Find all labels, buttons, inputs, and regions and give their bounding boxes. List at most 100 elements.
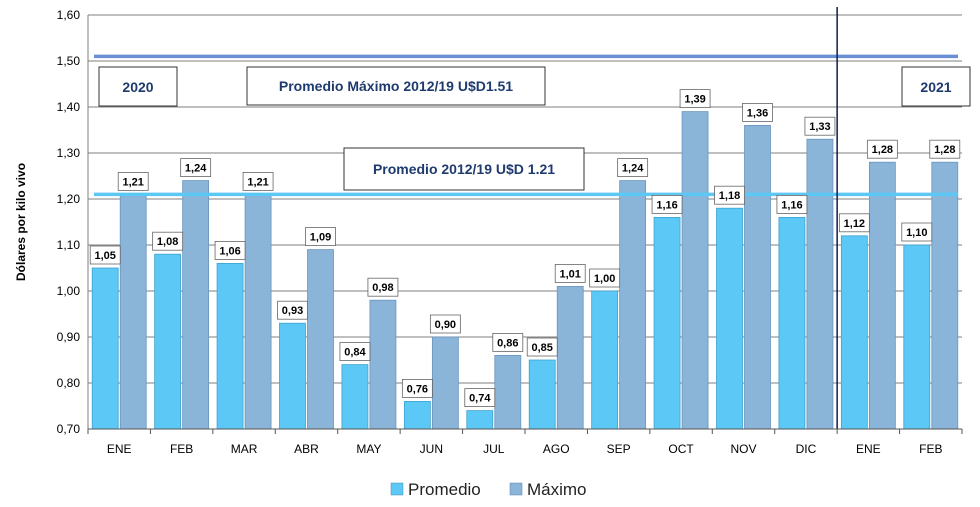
bar-maximo <box>431 336 459 430</box>
legend-label-promedio: Promedio <box>408 480 481 499</box>
bar-promedio <box>903 244 931 430</box>
data-label-box <box>776 194 808 214</box>
bar-maximo <box>556 285 584 430</box>
year-2021-annotation: 2021 <box>901 66 971 107</box>
x-tick-label: ENE <box>107 442 132 456</box>
data-label: 1,24 <box>185 163 207 175</box>
x-tick-label: DIC <box>796 442 817 456</box>
year-2021-label: 2021 <box>920 79 951 95</box>
data-label: 0,86 <box>497 337 518 349</box>
data-label: 1,18 <box>719 190 740 202</box>
data-label: 0,84 <box>344 347 366 359</box>
x-tick-label: OCT <box>668 442 694 456</box>
y-tick-label: 1,40 <box>57 100 81 114</box>
bar-maximo <box>182 180 210 430</box>
data-label-box <box>589 268 621 288</box>
bar-maximo <box>681 111 709 430</box>
max-average-label: Promedio Máximo 2012/19 U$D1.51 <box>279 78 513 94</box>
y-tick-label: 1,50 <box>57 54 81 68</box>
bar-promedio <box>840 235 868 430</box>
bar-maximo <box>244 193 272 430</box>
y-tick-label: 1,20 <box>57 192 81 206</box>
data-label: 1,05 <box>95 250 116 262</box>
bar-maximo <box>744 125 771 430</box>
data-label: 1,08 <box>157 236 178 248</box>
bar-maximo <box>931 161 959 430</box>
data-label: 1,21 <box>247 176 268 188</box>
average-label: Promedio 2012/19 U$D 1.21 <box>373 161 555 177</box>
y-tick-label: 0,80 <box>57 376 81 390</box>
data-label: 0,76 <box>407 383 428 395</box>
data-label-box <box>180 158 212 178</box>
bar-maximo <box>868 161 896 430</box>
data-label-box <box>401 378 433 398</box>
data-label-box <box>617 158 649 178</box>
bar-promedio <box>279 322 306 430</box>
data-label: 1,16 <box>656 199 677 211</box>
data-label-box <box>339 342 371 362</box>
bar-promedio <box>716 207 743 430</box>
y-tick-label: 0,90 <box>57 330 81 344</box>
data-label: 0,90 <box>435 319 456 331</box>
data-label-box <box>526 337 558 357</box>
axes: 0,70 0,80 0,90 1,00 1,10 1,20 1,30 1,40 1,50 1,60… <box>57 8 963 456</box>
data-label-box <box>152 231 184 251</box>
data-label-box <box>866 139 898 159</box>
year-2020-label: 2020 <box>122 79 153 95</box>
bar-maximo <box>369 299 397 430</box>
data-label: 1,39 <box>684 94 705 106</box>
bar-promedio <box>403 400 431 430</box>
data-label: 1,28 <box>872 144 893 156</box>
y-tick-label: 1,60 <box>57 8 81 22</box>
bar-maximo <box>119 193 147 430</box>
max-average-annotation: Promedio Máximo 2012/19 U$D1.51 <box>246 66 546 106</box>
bar-maximo <box>806 138 834 430</box>
bar-promedio <box>591 290 619 430</box>
legend-swatch-promedio <box>390 482 404 496</box>
bar-promedio <box>154 253 182 430</box>
data-label: 1,21 <box>123 176 144 188</box>
data-label: 1,12 <box>844 218 865 230</box>
bar-promedio <box>528 359 556 430</box>
legend: Promedio Máximo <box>390 480 587 499</box>
bar-promedio <box>653 216 681 430</box>
bar-promedio <box>341 364 369 430</box>
y-axis-label: Dólares por kilo vivo <box>14 163 28 281</box>
x-tick-label: FEB <box>919 442 942 456</box>
x-tick-label: MAY <box>356 442 381 456</box>
data-label-box <box>742 103 773 122</box>
data-label-box <box>901 222 933 242</box>
x-tick-label: ENE <box>856 442 881 456</box>
x-tick-label: ABR <box>294 442 319 456</box>
data-label: 1,36 <box>747 107 768 119</box>
data-label-box <box>242 171 274 191</box>
x-tick-label: NOV <box>730 442 756 456</box>
bar-maximo <box>307 249 334 430</box>
data-label-box <box>89 245 121 265</box>
data-label-box <box>651 194 683 214</box>
y-tick-label: 1,10 <box>57 238 81 252</box>
data-label: 1,01 <box>560 268 581 280</box>
bar-promedio <box>778 216 806 430</box>
data-label-box <box>929 139 961 159</box>
x-tick-label: SEP <box>607 442 631 456</box>
data-label-box <box>492 332 524 352</box>
data-label: 1,33 <box>809 121 830 133</box>
year-2020-annotation: 2020 <box>98 66 178 107</box>
x-tick-label: JUN <box>420 442 443 456</box>
data-label-box <box>429 314 461 334</box>
x-tick-label: FEB <box>170 442 193 456</box>
bar-maximo <box>494 354 522 430</box>
data-label-box <box>838 213 870 233</box>
data-label: 1,24 <box>622 163 644 175</box>
y-tick-label: 1,00 <box>57 284 81 298</box>
bar-promedio <box>466 410 494 430</box>
reference-lines <box>94 7 958 429</box>
data-label: 0,85 <box>532 342 553 354</box>
x-tick-label: AGO <box>543 442 570 456</box>
data-label: 0,93 <box>282 305 303 317</box>
y-tick-label: 0,70 <box>57 422 81 436</box>
x-tick-label: JUL <box>483 442 505 456</box>
data-label-box <box>714 185 745 205</box>
